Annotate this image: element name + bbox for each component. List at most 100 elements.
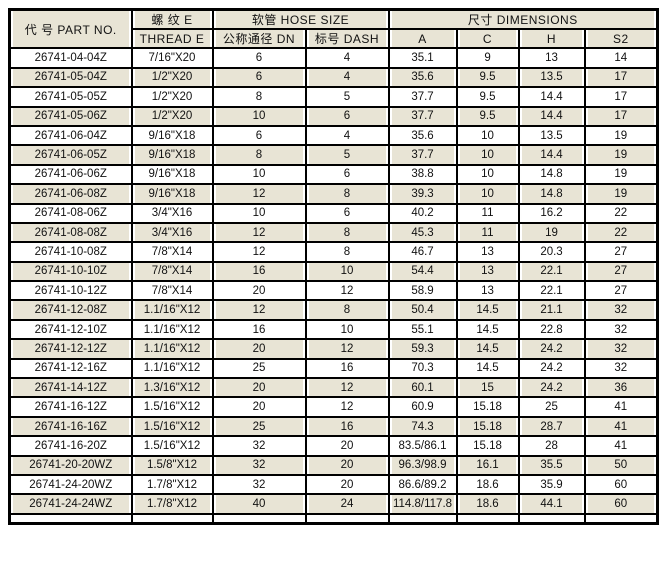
cell-c: 9.5 [455, 66, 520, 89]
cell-h: 20.3 [517, 241, 586, 263]
cell-dash: 16 [304, 415, 390, 438]
cell-part: 26741-12-10Z [8, 318, 133, 341]
cell-a: 83.5/86.1 [387, 435, 458, 457]
cell-s2: 19 [583, 183, 659, 205]
cell-dash: 8 [304, 221, 390, 244]
col-header-thread-e: THREAD E [130, 27, 214, 50]
cell-a: 60.9 [387, 396, 458, 418]
cell-c: 15.18 [455, 435, 520, 457]
cell-h: 22.1 [517, 280, 586, 302]
cell-a: 59.3 [387, 338, 458, 360]
cell-part: 26741-10-08Z [8, 241, 133, 263]
cell-dash: 20 [304, 473, 390, 496]
cell-c: 14.5 [455, 338, 520, 360]
cell-thread: 7/16"X20 [130, 47, 214, 69]
table-row: 26741-14-12Z 1.3/16"X12 20 12 60.1 15 24.2 36 [8, 377, 659, 399]
cell-thread: 7/8"X14 [130, 280, 214, 302]
cell-thread: 1/2"X20 [130, 105, 214, 127]
cell-c: 15.18 [455, 415, 520, 438]
table-row: 26741-12-12Z 1.1/16"X12 20 12 59.3 14.5 24.2 32 [8, 338, 659, 360]
cell-dn: 16 [211, 318, 307, 341]
cell-dash: 24 [304, 493, 390, 515]
cell-empty [583, 512, 659, 525]
col-header-part-no: 代 号 PART NO. [8, 8, 133, 50]
cell-s2: 60 [583, 473, 659, 496]
cell-thread: 9/16"X18 [130, 124, 214, 147]
cell-h: 22.8 [517, 318, 586, 341]
cell-c: 14.5 [455, 357, 520, 380]
cell-thread: 1.1/16"X12 [130, 338, 214, 360]
cell-dn: 20 [211, 338, 307, 360]
cell-thread: 1.7/8"X12 [130, 473, 214, 496]
cell-a: 58.9 [387, 280, 458, 302]
cell-dash: 12 [304, 280, 390, 302]
cell-dash: 12 [304, 338, 390, 360]
cell-dash: 12 [304, 396, 390, 418]
cell-dn: 40 [211, 493, 307, 515]
cell-s2: 19 [583, 144, 659, 166]
cell-a: 114.8/117.8 [387, 493, 458, 515]
cell-dn: 6 [211, 66, 307, 89]
cell-c: 10 [455, 163, 520, 186]
cell-empty [387, 512, 458, 525]
table-row: 26741-16-16Z 1.5/16"X12 25 16 74.3 15.18 28.7 4… [8, 415, 659, 438]
cell-s2: 41 [583, 415, 659, 438]
table-header: 代 号 PART NO. 螺 纹 E 软管 HOSE SIZE 尺寸 DIMEN… [8, 8, 659, 50]
cell-s2: 14 [583, 47, 659, 69]
cell-c: 9 [455, 47, 520, 69]
header-row-group: 代 号 PART NO. 螺 纹 E 软管 HOSE SIZE 尺寸 DIMEN… [8, 8, 659, 50]
cell-empty [304, 512, 390, 525]
cell-dn: 12 [211, 221, 307, 244]
cell-h: 24.2 [517, 338, 586, 360]
cell-a: 96.3/98.9 [387, 454, 458, 477]
cell-dn: 12 [211, 183, 307, 205]
cell-s2: 22 [583, 221, 659, 244]
table-row: 26741-16-12Z 1.5/16"X12 20 12 60.9 15.18 25 41 [8, 396, 659, 418]
cell-s2: 36 [583, 377, 659, 399]
cell-thread: 1.5/8"X12 [130, 454, 214, 477]
cell-dn: 16 [211, 260, 307, 283]
cell-c: 11 [455, 202, 520, 224]
cell-c: 10 [455, 183, 520, 205]
cell-dn: 12 [211, 299, 307, 321]
cell-c: 9.5 [455, 105, 520, 127]
cell-thread: 3/4"X16 [130, 202, 214, 224]
cell-dn: 12 [211, 241, 307, 263]
cell-s2: 27 [583, 280, 659, 302]
col-header-a: A [387, 27, 458, 50]
cell-c: 13 [455, 280, 520, 302]
cell-s2: 50 [583, 454, 659, 477]
cell-thread: 9/16"X18 [130, 144, 214, 166]
cell-dn: 8 [211, 86, 307, 108]
cell-thread: 1.5/16"X12 [130, 415, 214, 438]
cell-c: 9.5 [455, 86, 520, 108]
table-row: 26741-12-16Z 1.1/16"X12 25 16 70.3 14.5 24.2 32 [8, 357, 659, 380]
cell-s2: 19 [583, 124, 659, 147]
table-row: 26741-05-06Z 1/2"X20 10 6 37.7 9.5 14.4 17 [8, 105, 659, 127]
cell-c: 16.1 [455, 454, 520, 477]
cell-dn: 25 [211, 357, 307, 380]
cell-part: 26741-14-12Z [8, 377, 133, 399]
cell-part: 26741-08-08Z [8, 221, 133, 244]
cell-s2: 17 [583, 105, 659, 127]
cell-part: 26741-06-08Z [8, 183, 133, 205]
cell-part: 26741-24-24WZ [8, 493, 133, 515]
cell-part: 26741-16-12Z [8, 396, 133, 418]
col-header-h: H [517, 27, 586, 50]
cell-dash: 16 [304, 357, 390, 380]
cell-thread: 1/2"X20 [130, 86, 214, 108]
col-header-s2: S2 [583, 27, 659, 50]
cell-part: 26741-05-06Z [8, 105, 133, 127]
cell-dash: 10 [304, 260, 390, 283]
cell-dash: 5 [304, 86, 390, 108]
cell-s2: 27 [583, 241, 659, 263]
cell-a: 46.7 [387, 241, 458, 263]
cell-dn: 32 [211, 435, 307, 457]
cell-s2: 27 [583, 260, 659, 283]
cell-s2: 17 [583, 66, 659, 89]
cell-h: 16.2 [517, 202, 586, 224]
cell-a: 45.3 [387, 221, 458, 244]
table-row: 26741-16-20Z 1.5/16"X12 32 20 83.5/86.1 15.18… [8, 435, 659, 457]
cell-h: 13.5 [517, 124, 586, 147]
cell-thread: 1.5/16"X12 [130, 435, 214, 457]
